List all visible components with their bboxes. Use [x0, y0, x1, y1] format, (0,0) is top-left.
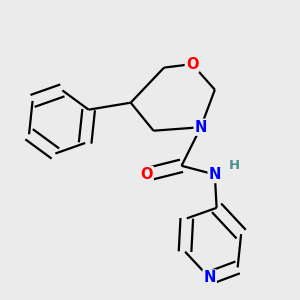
Text: N: N — [203, 270, 216, 285]
Text: O: O — [186, 57, 198, 72]
Text: N: N — [195, 120, 207, 135]
Text: N: N — [209, 167, 221, 182]
Text: O: O — [140, 167, 153, 182]
Text: H: H — [229, 159, 240, 172]
